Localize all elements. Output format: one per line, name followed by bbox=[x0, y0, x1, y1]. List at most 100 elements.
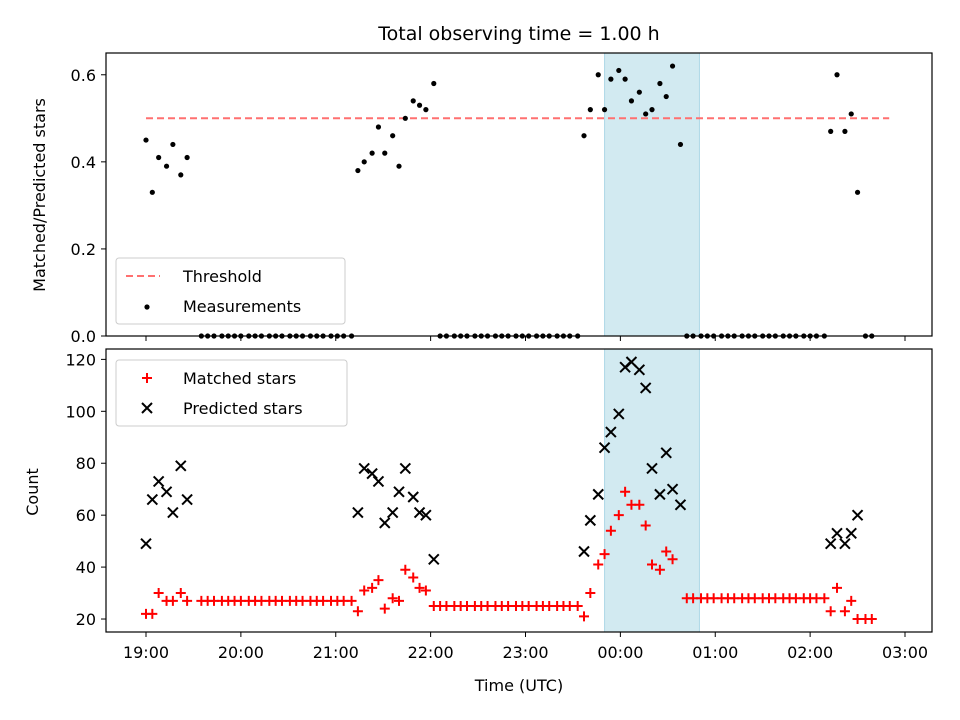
x-tick-label: 22:00 bbox=[408, 643, 454, 662]
y-tick-label: 80 bbox=[76, 454, 96, 473]
measurement-point bbox=[854, 189, 861, 195]
measurement-point bbox=[842, 128, 848, 134]
matched-point bbox=[359, 585, 370, 596]
bottom-legend: Matched stars Predicted stars bbox=[115, 359, 348, 427]
bottom-y-ticks: 20 40 60 80 100 120 bbox=[65, 350, 106, 629]
matched-point bbox=[585, 588, 596, 599]
y-tick-label: 40 bbox=[76, 558, 96, 577]
predicted-point bbox=[413, 506, 426, 519]
predicted-point bbox=[386, 506, 399, 519]
predicted-point bbox=[845, 527, 857, 540]
x-tick-label: 19:00 bbox=[123, 643, 169, 662]
predicted-point bbox=[181, 493, 193, 506]
predicted-point bbox=[379, 517, 391, 529]
x-tick-label: 23:00 bbox=[502, 643, 548, 662]
measurement-point bbox=[396, 163, 402, 169]
matched-point bbox=[599, 549, 610, 560]
bottom-ylabel: Count bbox=[23, 468, 42, 516]
matched-point bbox=[373, 575, 384, 586]
legend-measurements-label: Measurements bbox=[183, 297, 301, 316]
matched-point bbox=[613, 510, 624, 521]
matched-point bbox=[352, 606, 363, 617]
predicted-point bbox=[584, 514, 597, 527]
predicted-point bbox=[824, 538, 837, 550]
predicted-point bbox=[428, 553, 440, 566]
measurement-point bbox=[410, 98, 416, 104]
matched-point bbox=[408, 572, 419, 583]
legend-predicted-label: Predicted stars bbox=[183, 399, 303, 418]
legend-matched-marker bbox=[142, 373, 152, 383]
matched-point bbox=[640, 520, 651, 531]
predicted-point bbox=[352, 506, 364, 519]
predicted-point bbox=[646, 462, 658, 475]
matched-point bbox=[153, 588, 164, 599]
matched-point bbox=[832, 582, 843, 593]
legend-threshold-label: Threshold bbox=[182, 267, 262, 286]
observing-span-top bbox=[604, 52, 700, 337]
predicted-point bbox=[654, 488, 666, 501]
predicted-point bbox=[175, 460, 187, 472]
measurement-point bbox=[608, 76, 614, 82]
y-tick-label: 100 bbox=[65, 402, 96, 421]
measurement-point bbox=[416, 102, 423, 108]
matched-point bbox=[654, 564, 665, 575]
measurement-point bbox=[402, 115, 408, 121]
predicted-point bbox=[399, 462, 412, 475]
top-y-ticks: 0.0 0.2 0.4 0.6 bbox=[71, 66, 106, 346]
measurement-point bbox=[828, 128, 834, 134]
predicted-point bbox=[167, 506, 179, 519]
predicted-point bbox=[613, 408, 625, 420]
predicted-point bbox=[598, 441, 611, 454]
legend-measurements-dot bbox=[144, 304, 150, 310]
predicted-point bbox=[146, 493, 159, 506]
x-tick-label: 21:00 bbox=[313, 643, 359, 662]
observing-span-bottom bbox=[604, 348, 700, 633]
chart-title: Total observing time = 1.00 h bbox=[377, 23, 659, 45]
predicted-point bbox=[578, 545, 590, 558]
predicted-point bbox=[160, 486, 173, 498]
predicted-point bbox=[358, 462, 370, 475]
predicted-point bbox=[639, 382, 652, 394]
measurement-point bbox=[636, 89, 642, 95]
predicted-point bbox=[831, 527, 843, 540]
measurement-point bbox=[834, 72, 840, 78]
matched-point bbox=[572, 601, 583, 612]
measurement-point bbox=[382, 150, 388, 156]
legend-matched-plus bbox=[142, 373, 152, 383]
predicted-point bbox=[140, 538, 152, 550]
predicted-point bbox=[592, 488, 604, 501]
bottom-panel: 20 40 60 80 100 120 19:00 20:00 21:00 22:00 23:00… bbox=[23, 348, 933, 695]
predicted-point bbox=[393, 486, 405, 498]
predicted-point bbox=[633, 364, 646, 376]
top-panel: 0.0 0.2 0.4 0.6 Matched/Predicted stars Thr… bbox=[30, 52, 933, 346]
measurement-point bbox=[669, 63, 676, 69]
matched-point bbox=[420, 585, 431, 596]
matched-point bbox=[167, 595, 178, 606]
top-legend: Threshold Measurements bbox=[115, 257, 346, 325]
top-ylabel: Matched/Predicted stars bbox=[30, 98, 49, 292]
measurement-point bbox=[616, 67, 622, 74]
matched-point bbox=[400, 564, 411, 575]
matched-point bbox=[182, 595, 193, 606]
measurement-point bbox=[170, 141, 176, 148]
x-tick-label: 01:00 bbox=[692, 643, 738, 662]
matched-point bbox=[634, 499, 645, 510]
matched-point bbox=[846, 595, 857, 606]
measurement-point bbox=[375, 124, 382, 130]
measurement-point bbox=[163, 163, 170, 169]
measurement-point bbox=[628, 98, 635, 104]
matched-point bbox=[387, 593, 398, 604]
measurement-point bbox=[595, 72, 601, 78]
measurement-point bbox=[361, 159, 367, 165]
measurement-point bbox=[587, 107, 593, 113]
marks-bottom bbox=[140, 356, 877, 625]
measurement-point bbox=[355, 167, 361, 174]
measurement-point bbox=[601, 107, 608, 113]
matched-point bbox=[667, 554, 678, 565]
measurement-point bbox=[178, 172, 184, 178]
matched-point bbox=[647, 559, 657, 570]
matched-point bbox=[175, 588, 186, 599]
measurement-point bbox=[390, 133, 396, 139]
y-tick-label: 60 bbox=[76, 506, 96, 525]
